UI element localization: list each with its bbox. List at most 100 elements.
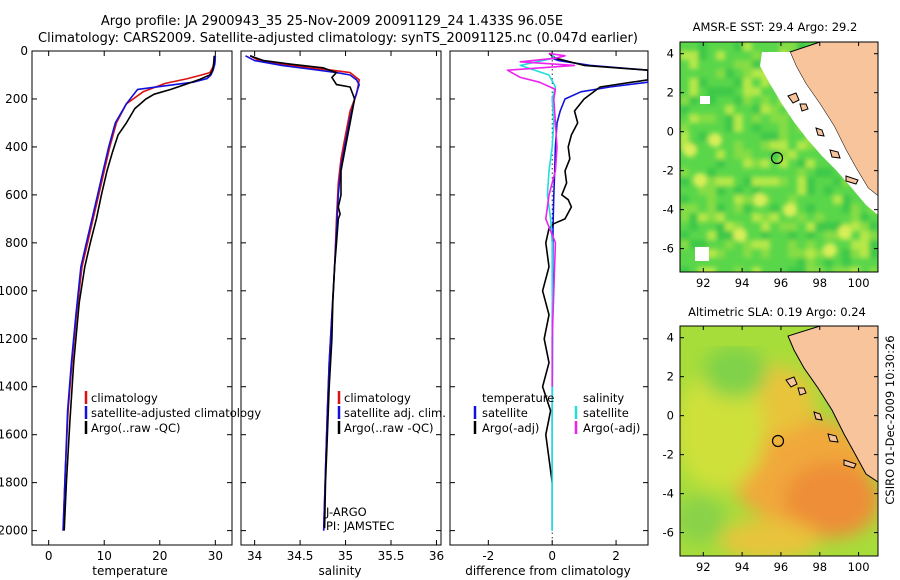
sst-field-cell (680, 123, 689, 132)
sst-field-cell (797, 213, 806, 222)
sst-field-cell (689, 96, 698, 105)
sst-field-cell (725, 114, 734, 123)
sst-field-cell (860, 240, 869, 249)
sst-field-cell (680, 195, 689, 204)
sst-field-cell (851, 267, 860, 272)
legend-label-argo: Argo(..raw -QC) (91, 421, 181, 435)
y-tick-label: 800 (5, 236, 28, 250)
sst-field-cell (851, 240, 860, 249)
sst-field-cell (752, 60, 761, 69)
sst-field-cell (680, 204, 689, 213)
sst-warm-spot (708, 133, 722, 147)
sst-field-cell (779, 150, 788, 159)
sst-island (787, 92, 800, 104)
sst-warm-spot (753, 193, 767, 207)
sst-field-cell (788, 150, 797, 159)
map-y-tick-label: -4 (663, 203, 674, 217)
sst-field-cell (734, 222, 743, 231)
map-x-tick-label: 98 (812, 560, 827, 574)
sst-field-cell (734, 195, 743, 204)
x-tick-label: 10 (97, 549, 112, 563)
sst-field-cell (842, 195, 851, 204)
sst-field-cell (752, 213, 761, 222)
title-line-2: Climatology: CARS2009. Satellite-adjuste… (38, 31, 638, 46)
sst-field-cell (725, 105, 734, 114)
sst-field-cell (770, 204, 779, 213)
sst-map: 92 94 96 98 100 4 2 0 -2 -4 -6 (663, 41, 879, 290)
sst-field-cell (680, 213, 689, 222)
sst-field-cell (788, 222, 797, 231)
map-x-tick-label: 100 (848, 276, 870, 290)
series-line-argo-raw-qc (63, 55, 215, 531)
sst-field-cell (860, 222, 869, 231)
sst-field-cell (833, 222, 842, 231)
sst-field-cell (752, 114, 761, 123)
sst-field-cell (680, 231, 689, 240)
sst-warm-spot (733, 228, 747, 242)
series-line-argo-raw-qc (249, 55, 356, 529)
series-line-satellite-adj-clim (245, 55, 361, 531)
x-tick-label: 0 (548, 549, 556, 563)
sst-field-cell (689, 78, 698, 87)
legend-label-sat: satellite-adjusted climatology (91, 406, 261, 420)
sst-field-cell (707, 267, 716, 272)
timestamp-label: CSIRO 01-Dec-2009 10:30:26 (883, 335, 897, 504)
sst-field-cell (869, 267, 878, 272)
sst-island (829, 149, 841, 159)
sst-field-cell (725, 231, 734, 240)
sst-field-cell (806, 240, 815, 249)
map-x-tick-label: 96 (774, 276, 789, 290)
difference-panel: -2 0 2 (449, 50, 649, 563)
sst-field-cell (734, 150, 743, 159)
sst-field-cell (716, 222, 725, 231)
y-tick-label: 1800 (0, 476, 28, 490)
sst-field-cell (743, 150, 752, 159)
sst-field-cell (797, 258, 806, 267)
legend-label-clim: climatology (344, 391, 411, 405)
sst-field-cell (824, 186, 833, 195)
argo-marker-sst (770, 151, 784, 165)
sst-field-cell (680, 141, 689, 150)
sst-field-cell (734, 42, 743, 51)
sst-field-cell (698, 51, 707, 60)
sst-warm-spot (783, 203, 797, 217)
sst-field-cell (869, 240, 878, 249)
sst-map-frame (679, 41, 879, 273)
sst-field-cell (689, 204, 698, 213)
sst-field-cell (779, 222, 788, 231)
sst-field-cell (779, 132, 788, 141)
sst-field-cell (833, 177, 842, 186)
sst-field-cell (761, 231, 770, 240)
map-x-tick-label: 92 (696, 276, 711, 290)
y-tick-label: 0 (20, 44, 28, 58)
y-tick-label: 1400 (0, 380, 28, 394)
sst-field-cell (734, 267, 743, 272)
sst-field-cell (734, 78, 743, 87)
x-tick-label: 36 (429, 549, 444, 563)
sst-field-cell (752, 105, 761, 114)
sst-field-cell (770, 213, 779, 222)
sst-field-cell (752, 186, 761, 195)
sst-field-cell (725, 222, 734, 231)
sst-field-cell (698, 132, 707, 141)
sst-field-cell (707, 195, 716, 204)
sst-field-cell (725, 69, 734, 78)
y-tick-label: 600 (5, 188, 28, 202)
sst-field-cell (752, 267, 761, 272)
sst-field-cell (716, 150, 725, 159)
sst-field-cell (788, 42, 797, 51)
sst-field-cell (761, 132, 770, 141)
sla-overlay (771, 326, 878, 483)
sst-field-cell (797, 168, 806, 177)
sst-missing-patch (700, 96, 710, 104)
sst-field-cell (779, 141, 788, 150)
map-title-sla: Altimetric SLA: 0.19 Argo: 0.24 (688, 305, 866, 319)
sst-field-cell (689, 240, 698, 249)
sst-field-cell (770, 105, 779, 114)
sst-warm-spot (823, 243, 837, 257)
legend-label-sat: satellite adj. clim. (344, 406, 446, 420)
sst-field-cell (761, 78, 770, 87)
map-y-tick-label: -6 (663, 526, 674, 540)
sst-field-cell (842, 204, 851, 213)
